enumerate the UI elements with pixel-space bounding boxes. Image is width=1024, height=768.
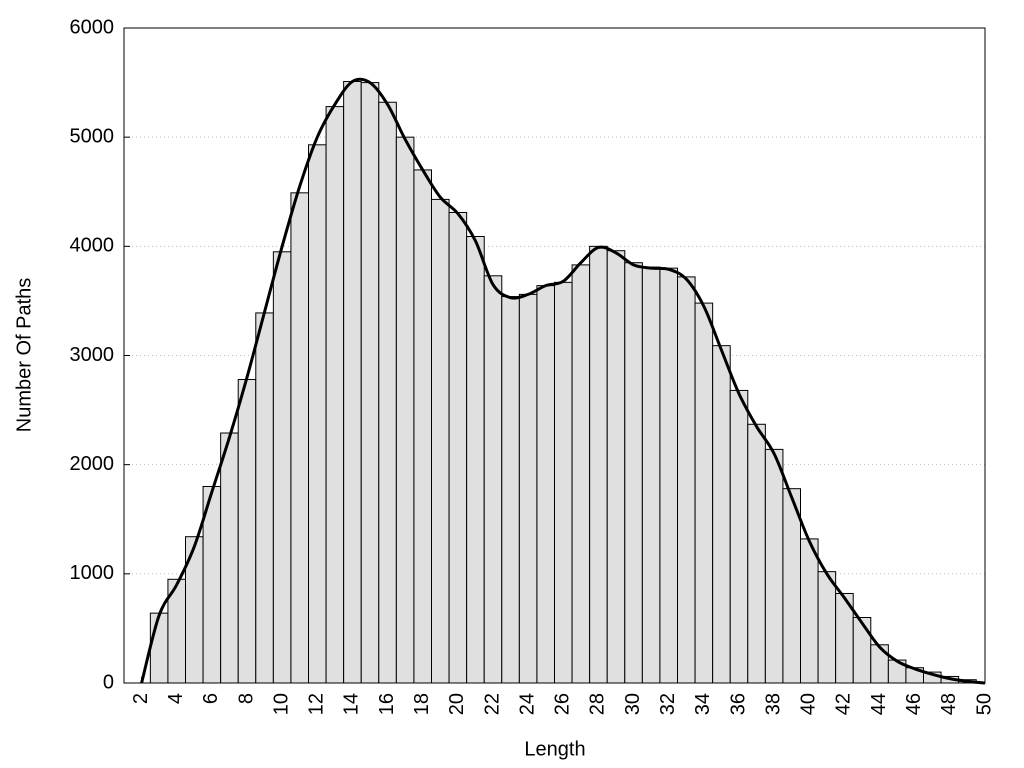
- plot-frame: [123, 27, 986, 684]
- bar: [659, 267, 679, 684]
- bar: [606, 250, 626, 684]
- x-tick-label: 18: [411, 693, 433, 715]
- bar: [518, 293, 538, 684]
- bar: [255, 312, 274, 684]
- x-tick-label: 26: [552, 693, 574, 715]
- bar: [325, 106, 345, 684]
- x-tick-label: 16: [376, 693, 398, 715]
- bar: [852, 617, 872, 684]
- x-tick-label: 32: [657, 693, 679, 715]
- x-tick-label: 50: [973, 693, 995, 715]
- x-tick-label: 40: [798, 693, 820, 715]
- x-tick-label: 34: [692, 693, 714, 715]
- x-tick-label: 28: [587, 693, 609, 715]
- bar: [624, 262, 643, 684]
- bar: [536, 285, 556, 684]
- x-tick-label: 20: [446, 693, 468, 715]
- bar: [308, 144, 327, 684]
- bar: [501, 296, 520, 684]
- bar: [413, 169, 432, 684]
- bar: [729, 389, 749, 684]
- x-tick-label: 2: [130, 693, 152, 704]
- bar: [764, 448, 784, 684]
- bar: [571, 264, 591, 684]
- x-tick-label: 30: [622, 693, 644, 715]
- y-tick-label: 0: [103, 671, 114, 693]
- bar: [290, 192, 309, 684]
- y-tick-label: 1000: [70, 562, 115, 584]
- y-tick-label: 6000: [70, 16, 115, 38]
- x-tick-label: 24: [516, 693, 538, 715]
- bar: [747, 423, 766, 684]
- bar: [641, 266, 661, 684]
- x-tick-label: 46: [903, 693, 925, 715]
- bar: [817, 571, 837, 684]
- bar: [589, 245, 608, 684]
- y-tick-label: 5000: [70, 125, 115, 147]
- x-tick-label: 42: [833, 693, 855, 715]
- x-axis-label: Length: [524, 738, 585, 760]
- bar: [149, 612, 169, 684]
- y-axis-label: Number Of Paths: [13, 278, 35, 433]
- bar: [448, 211, 468, 684]
- x-tick-label: 14: [341, 693, 363, 715]
- bar: [272, 251, 292, 684]
- bar: [694, 302, 714, 684]
- y-tick-label: 4000: [70, 235, 115, 257]
- x-tick-label: 6: [200, 693, 222, 704]
- x-tick-label: 48: [938, 693, 960, 715]
- bar: [466, 236, 485, 684]
- y-tick-label: 2000: [70, 453, 115, 475]
- bar: [800, 538, 819, 684]
- density-line: [140, 77, 986, 685]
- x-tick-label: 38: [762, 693, 784, 715]
- x-tick-label: 12: [306, 693, 328, 715]
- bar: [220, 432, 239, 684]
- bar: [395, 136, 415, 684]
- x-tick-label: 10: [270, 693, 292, 715]
- x-tick-label: 8: [235, 693, 257, 704]
- x-tick-label: 44: [868, 693, 890, 715]
- bar: [378, 101, 397, 684]
- bar: [431, 198, 450, 684]
- y-tick-label: 3000: [70, 344, 115, 366]
- bar: [712, 345, 731, 684]
- bar: [483, 275, 503, 684]
- x-tick-label: 22: [481, 693, 503, 715]
- bar: [554, 281, 573, 684]
- bar: [360, 82, 380, 684]
- bar: [343, 80, 362, 684]
- x-tick-label: 36: [727, 693, 749, 715]
- x-tick-label: 4: [165, 693, 187, 704]
- bar: [677, 276, 696, 684]
- bar: [782, 488, 802, 684]
- bar: [237, 379, 257, 684]
- bar: [870, 644, 889, 684]
